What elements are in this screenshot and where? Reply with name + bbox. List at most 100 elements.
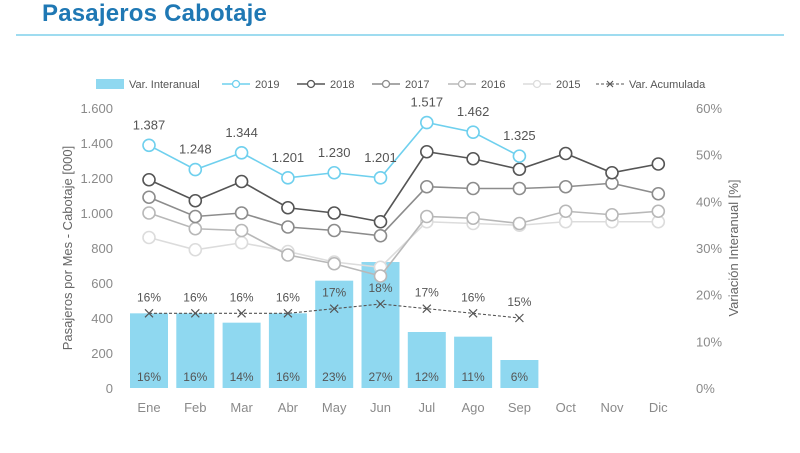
y-tick-label: 1.000 — [80, 206, 113, 221]
x-tick-label: Abr — [278, 400, 299, 415]
year-series: 1.387 1.248 1.344 1.201 1.230 1.201 1.517 1.462… — [133, 95, 666, 283]
series-point-2016 — [558, 204, 573, 219]
y-axis-title: Pasajeros por Mes - Cabotaje [000] — [60, 146, 75, 351]
series-point-2017 — [419, 179, 434, 194]
legend-label-2019: 2019 — [255, 79, 279, 91]
series-point-2018 — [142, 172, 156, 187]
variation-bar-label: 27% — [368, 370, 392, 384]
series-value-label: 1.230 — [318, 145, 351, 160]
accumulated-series: 16% 16% 16% 16% 17% 18% 17% 16% 15% — [137, 281, 532, 323]
variation-bar-label: 14% — [230, 370, 254, 384]
variation-bar — [454, 336, 493, 388]
series-point-2015 — [234, 235, 249, 250]
y-tick-label: 1.600 — [80, 101, 113, 116]
y-tick-label: 1.400 — [80, 136, 113, 151]
y-tick-label: 200 — [91, 346, 113, 361]
y2-tick-label: 10% — [696, 334, 722, 349]
variation-bar — [315, 280, 354, 388]
series-point-2015 — [142, 230, 156, 245]
y-tick-label: 600 — [91, 276, 113, 291]
accum-point — [283, 308, 293, 318]
x-tick-label: Jun — [370, 400, 391, 415]
accum-value-label: 16% — [230, 290, 254, 304]
series-point-2019 — [373, 171, 388, 185]
legend-swatch-marker — [381, 79, 391, 89]
series-value-label: 1.387 — [133, 117, 166, 132]
y2-tick-label: 20% — [696, 288, 722, 303]
accum-point — [514, 313, 524, 323]
series-point-2019 — [419, 115, 434, 130]
variation-bar — [407, 332, 446, 388]
title-divider — [16, 34, 784, 36]
series-point-2017 — [281, 220, 295, 234]
accum-point — [329, 304, 339, 314]
series-line-2017 — [148, 182, 659, 237]
series-point-2016 — [605, 207, 619, 222]
variation-bar-label: 16% — [137, 370, 161, 384]
series-value-label: 1.201 — [364, 150, 397, 165]
accum-value-label: 16% — [137, 290, 161, 304]
series-point-2016 — [234, 223, 249, 238]
legend-swatch-accum-marker — [606, 80, 614, 88]
series-point-2018 — [234, 174, 249, 189]
legend-label-2015: 2015 — [556, 79, 580, 91]
legend-label-bars: Var. Interanual — [129, 79, 200, 91]
accum-point — [237, 308, 247, 318]
y-tick-label: 0 — [106, 381, 113, 396]
variation-bars: 16% 16% 14% 16% 23% 27% 12% 11% 6% — [130, 262, 539, 388]
legend-label-2017: 2017 — [405, 79, 429, 91]
series-point-2016 — [419, 209, 434, 224]
series-point-2017 — [188, 209, 203, 224]
x-tick-label: Nov — [600, 400, 624, 415]
legend-swatch-marker — [457, 79, 467, 89]
x-tick-label: Feb — [184, 400, 206, 415]
series-point-2018 — [188, 193, 203, 208]
series-value-label: 1.517 — [411, 95, 444, 110]
series-point-2016 — [327, 256, 342, 271]
series-point-2019 — [327, 165, 342, 180]
series-value-label: 1.344 — [225, 125, 258, 140]
accum-value-label: 15% — [507, 295, 531, 309]
series-point-2017 — [234, 206, 249, 220]
series-point-2018 — [651, 157, 666, 171]
variation-bar — [500, 360, 539, 388]
legend-label-2018: 2018 — [330, 79, 354, 91]
series-line-2016 — [148, 210, 659, 277]
series-point-2016 — [651, 204, 666, 219]
variation-bar-label: 12% — [415, 370, 439, 384]
series-point-2016 — [142, 206, 156, 220]
variation-bar — [130, 313, 168, 388]
variation-bar — [222, 322, 261, 388]
series-point-2018 — [558, 146, 573, 161]
accum-point — [190, 308, 200, 318]
series-value-label: 1.248 — [179, 142, 212, 157]
accum-value-label: 16% — [276, 290, 300, 304]
legend-label-2016: 2016 — [481, 79, 505, 91]
x-tick-label: Ene — [137, 400, 160, 415]
accum-point — [422, 304, 432, 314]
accum-value-label: 17% — [322, 286, 346, 300]
legend-swatch-marker — [532, 79, 542, 89]
x-tick-label: Sep — [508, 400, 531, 415]
y2-tick-label: 40% — [696, 194, 722, 209]
series-point-2017 — [373, 228, 388, 243]
variation-bar-label: 23% — [322, 370, 346, 384]
series-point-2015 — [188, 242, 203, 257]
x-tick-label: Mar — [230, 400, 253, 415]
series-point-2018 — [281, 200, 295, 215]
series-line-2018 — [148, 150, 659, 223]
series-point-2016 — [512, 216, 527, 231]
accum-point — [376, 299, 385, 309]
series-point-2016 — [373, 269, 388, 283]
series-point-2019 — [142, 138, 156, 153]
chart-axes: 0 200 400 600 800 1.000 1.200 1.400 1.600 0% 10% 20… — [60, 101, 741, 415]
legend-swatch-bars — [96, 79, 124, 89]
series-point-2018 — [605, 165, 619, 180]
series-point-2018 — [512, 162, 527, 177]
series-point-2017 — [651, 186, 666, 201]
series-point-2016 — [466, 211, 480, 226]
y2-axis-title: Variación Interanual [%] — [726, 179, 741, 316]
x-tick-label: May — [322, 400, 347, 415]
variation-bar — [268, 313, 307, 388]
